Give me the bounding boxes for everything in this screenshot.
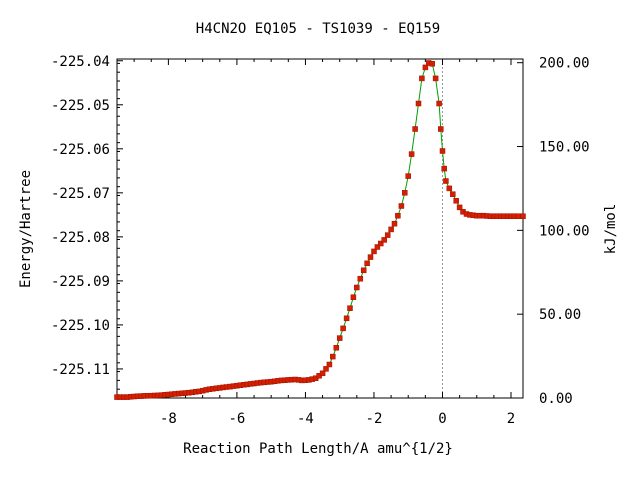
data-point: [443, 178, 449, 184]
data-point: [453, 198, 459, 204]
data-point: [336, 335, 343, 341]
data-point: [456, 204, 463, 211]
data-point: [408, 151, 415, 157]
data-point: [439, 148, 446, 154]
data-point: [402, 190, 408, 196]
data-point: [350, 294, 357, 300]
data-point: [347, 305, 353, 311]
y2-tick-label: 200.00: [539, 56, 590, 72]
x-tick-label: 0: [438, 411, 446, 427]
y2-tick-label: 50.00: [539, 307, 581, 323]
x-tick-label: 2: [507, 411, 515, 427]
data-point: [333, 345, 340, 351]
chart-title: H4CN2O EQ105 - TS1039 - EQ159: [196, 21, 440, 37]
data-point: [429, 61, 435, 67]
energy-profile-line: [117, 62, 523, 398]
data-point: [388, 226, 394, 233]
data-point: [357, 275, 364, 282]
y-tick-label: -225.11: [51, 362, 110, 378]
data-point: [364, 260, 370, 267]
data-point: [326, 361, 333, 368]
data-point: [446, 185, 453, 192]
data-point: [515, 213, 521, 219]
y-tick-label: -225.07: [51, 186, 110, 202]
data-point: [340, 325, 346, 332]
data-point: [438, 126, 444, 132]
y2-tick-label: 150.00: [539, 140, 590, 156]
data-point: [330, 353, 336, 360]
x-tick-label: -4: [297, 411, 314, 427]
data-point: [319, 370, 326, 377]
data-point: [405, 173, 411, 179]
data-point: [354, 284, 360, 291]
y2-tick-label: 0.00: [539, 391, 573, 407]
data-point: [395, 212, 401, 219]
data-point: [450, 191, 456, 197]
x-tick-label: -2: [366, 411, 383, 427]
data-point: [441, 165, 447, 172]
y-axis-label: Energy/Hartree: [18, 170, 34, 288]
y2-tick-label: 100.00: [539, 223, 590, 239]
data-point: [343, 315, 350, 322]
x-tick-label: -6: [228, 411, 245, 427]
data-point: [412, 126, 418, 132]
data-point: [384, 232, 391, 238]
y2-axis-label: kJ/mol: [603, 204, 619, 255]
y-tick-label: -225.10: [51, 318, 110, 334]
data-point: [432, 75, 439, 82]
data-point: [419, 75, 425, 82]
data-point: [422, 64, 429, 71]
data-point: [436, 100, 442, 107]
data-point: [374, 244, 381, 250]
data-point: [378, 240, 384, 247]
data-point: [398, 203, 405, 209]
data-point: [323, 366, 329, 372]
x-axis-label: Reaction Path Length/A amu^{1/2}: [183, 441, 453, 457]
y-tick-label: -225.08: [51, 230, 110, 246]
y-tick-label: -225.06: [51, 142, 110, 158]
data-point: [367, 254, 374, 260]
data-point: [360, 267, 367, 274]
plot-area: -8 -6 -4 -2 0 2 -225.04 -225.05 -225.06 -225.07 -2…: [51, 54, 590, 427]
data-point: [371, 248, 377, 255]
data-point: [391, 220, 398, 227]
x-tick-label: -8: [160, 411, 177, 427]
data-point: [520, 213, 526, 219]
y-tick-label: -225.04: [51, 54, 110, 70]
plot-frame: [116, 58, 524, 399]
data-point: [381, 237, 387, 243]
data-point: [415, 100, 422, 107]
y-tick-label: -225.09: [51, 274, 110, 290]
y-tick-label: -225.05: [51, 98, 110, 114]
